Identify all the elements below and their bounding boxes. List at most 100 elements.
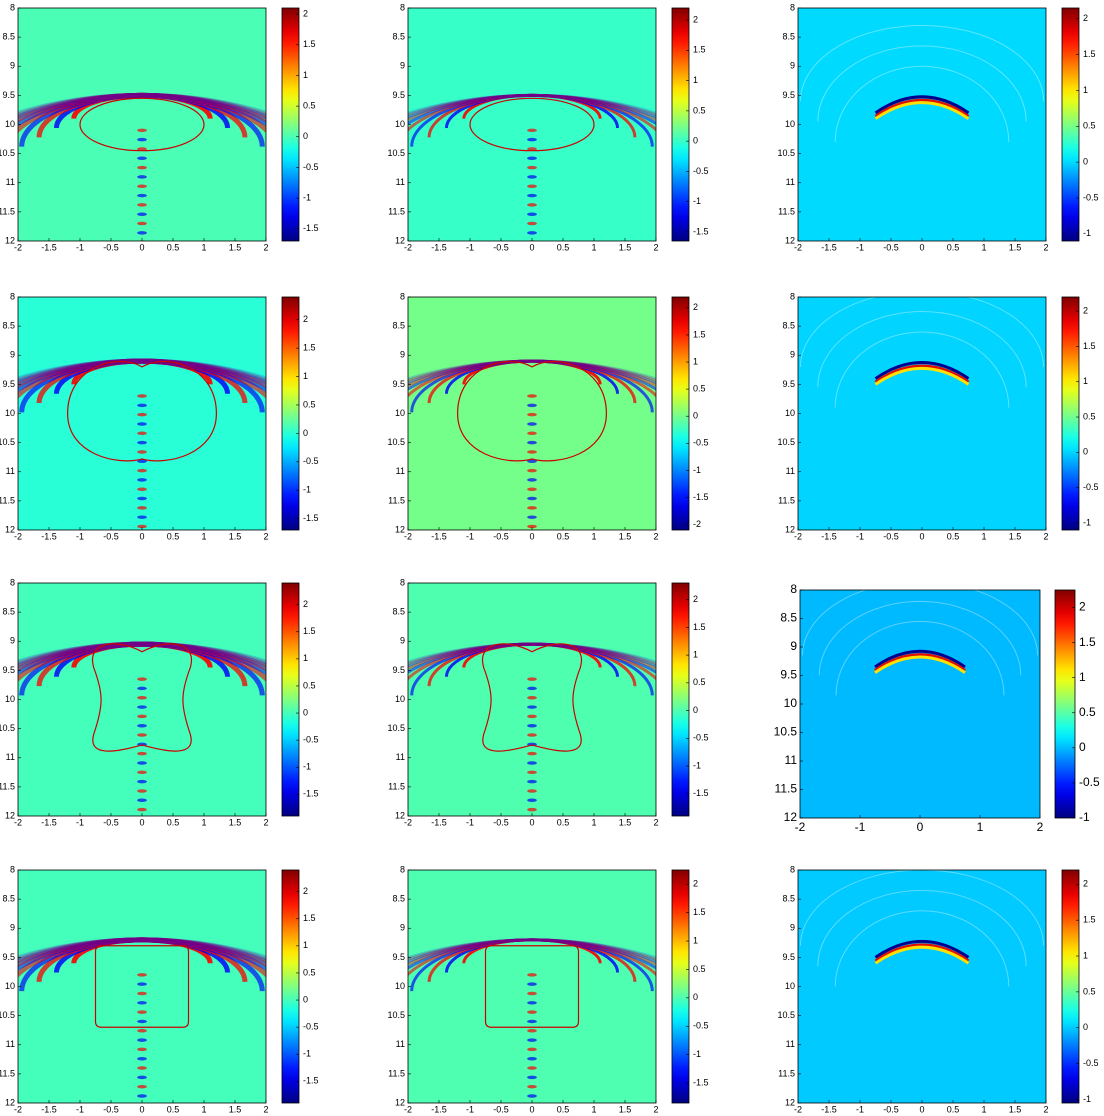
x-tick-label: -1 (466, 531, 474, 541)
x-tick-label: -1 (76, 817, 84, 827)
heatmap-field (800, 870, 1043, 987)
wave-stripe (137, 973, 147, 977)
colorbar-tick-label: 0 (1079, 740, 1086, 754)
wave-stripe (137, 394, 147, 398)
wave-front (876, 103, 969, 119)
colorbar-tick-label: 1.5 (693, 45, 706, 55)
y-tick-label: 8.5 (782, 321, 795, 331)
y-tick-label: 11 (785, 753, 798, 767)
wave-stripe (527, 991, 537, 996)
wave-stripe (527, 496, 537, 501)
x-tick-label: 0.5 (167, 242, 180, 252)
wave-stripe (137, 468, 147, 473)
heatmap-background (408, 870, 656, 1103)
colorbar-tick-label: 1 (1083, 376, 1088, 386)
wave-stripe (137, 450, 147, 454)
heatmap-field (0, 361, 366, 529)
colorbar (671, 7, 690, 242)
y-tick-label: 8.5 (2, 894, 15, 904)
x-tick-label: -1.5 (41, 817, 57, 827)
y-tick-label: 10.5 (387, 437, 405, 447)
wave-front (835, 332, 1009, 408)
y-tick-label: 12 (5, 235, 15, 245)
colorbar-tick-label: 1.5 (693, 622, 706, 632)
wave-front (0, 361, 297, 431)
colorbar-tick-label: 0.5 (303, 100, 316, 110)
colorbar-tick-label: 0.5 (1083, 121, 1096, 131)
wave-stripe (137, 1010, 147, 1014)
colorbar-tick-label: 1 (1083, 950, 1088, 960)
colorbar-tick-label: 1 (1079, 670, 1086, 684)
wave-front (342, 644, 721, 733)
heatmap-field (800, 291, 1043, 408)
wave-stripe (137, 807, 147, 812)
colorbar-tick-label: -0.5 (1083, 1058, 1099, 1068)
wave-stripe (527, 1038, 537, 1042)
x-tick-label: 2 (263, 1104, 268, 1114)
y-tick-label: 12 (5, 524, 15, 534)
x-tick-label: 1.5 (1009, 242, 1022, 252)
wave-front (325, 95, 739, 193)
wave-stripe (527, 1010, 537, 1014)
wave-stripe (137, 440, 147, 445)
colorbar-tick-label: -1.5 (303, 789, 319, 799)
wave-stripe (137, 982, 147, 986)
y-tick-label: 11 (6, 1039, 15, 1049)
colorbar-tick-label: -0.5 (303, 735, 319, 745)
wave-front (360, 361, 705, 440)
wave-stripe (137, 696, 147, 700)
boundary (483, 644, 582, 751)
colorbar-tick-label: 1 (1083, 85, 1088, 95)
y-tick-label: 10 (785, 408, 795, 418)
colorbar-tick-label: -0.5 (1079, 775, 1100, 789)
wave-stripe (137, 1001, 147, 1005)
y-tick-label: 10 (5, 408, 15, 418)
wave-stripe (527, 1029, 537, 1033)
wave-stripe (137, 487, 147, 491)
wave-front (0, 644, 332, 733)
y-tick-label: 10.5 (387, 723, 405, 733)
y-tick-label: 9.5 (782, 952, 795, 962)
wave-front (835, 66, 1009, 142)
wave-stripe (137, 431, 147, 436)
y-tick-label: 11 (6, 752, 15, 762)
wave-stripe (527, 1084, 537, 1089)
x-tick-label: -1 (76, 531, 84, 541)
wave-front (0, 95, 314, 174)
y-tick-label: 9 (400, 61, 405, 71)
wave-stripe (137, 733, 147, 737)
heatmap-field (802, 581, 1037, 695)
x-tick-label: -1 (466, 242, 474, 252)
x-tick-label: 2 (653, 817, 658, 827)
wave-front (800, 25, 1043, 101)
wave-stripe (527, 184, 537, 188)
colorbar-tick-label: 2 (303, 9, 308, 19)
wave-front (377, 361, 687, 431)
y-tick-label: 9 (790, 61, 795, 71)
wave-front (835, 911, 1009, 987)
colorbar-tick-label: -0.5 (303, 162, 319, 172)
wave-stripe (137, 203, 147, 207)
colorbar-tick-label: -1 (693, 760, 701, 770)
x-tick-label: 1.5 (619, 1104, 632, 1114)
y-tick-label: 8.5 (392, 607, 405, 617)
y-tick-label: 8 (10, 577, 15, 587)
wave-stripe (527, 761, 537, 765)
y-tick-label: 12 (785, 524, 795, 534)
wave-stripe (137, 524, 147, 529)
wave-stripe (137, 412, 147, 417)
wave-front (360, 95, 705, 174)
wave-stripe (527, 973, 537, 977)
wave-stripe (137, 165, 147, 170)
colorbar-tick-label: -0.5 (693, 733, 709, 743)
colorbar-tick-label: -0.5 (693, 166, 709, 176)
x-tick-label: -0.5 (493, 531, 509, 541)
wave-stripe (137, 422, 147, 426)
colorbar-tick-label: 1 (693, 935, 698, 945)
x-tick-label: 2 (653, 242, 658, 252)
x-tick-label: 0.5 (167, 1104, 180, 1114)
y-tick-label: 8.5 (2, 607, 15, 617)
wave-front (876, 366, 969, 382)
